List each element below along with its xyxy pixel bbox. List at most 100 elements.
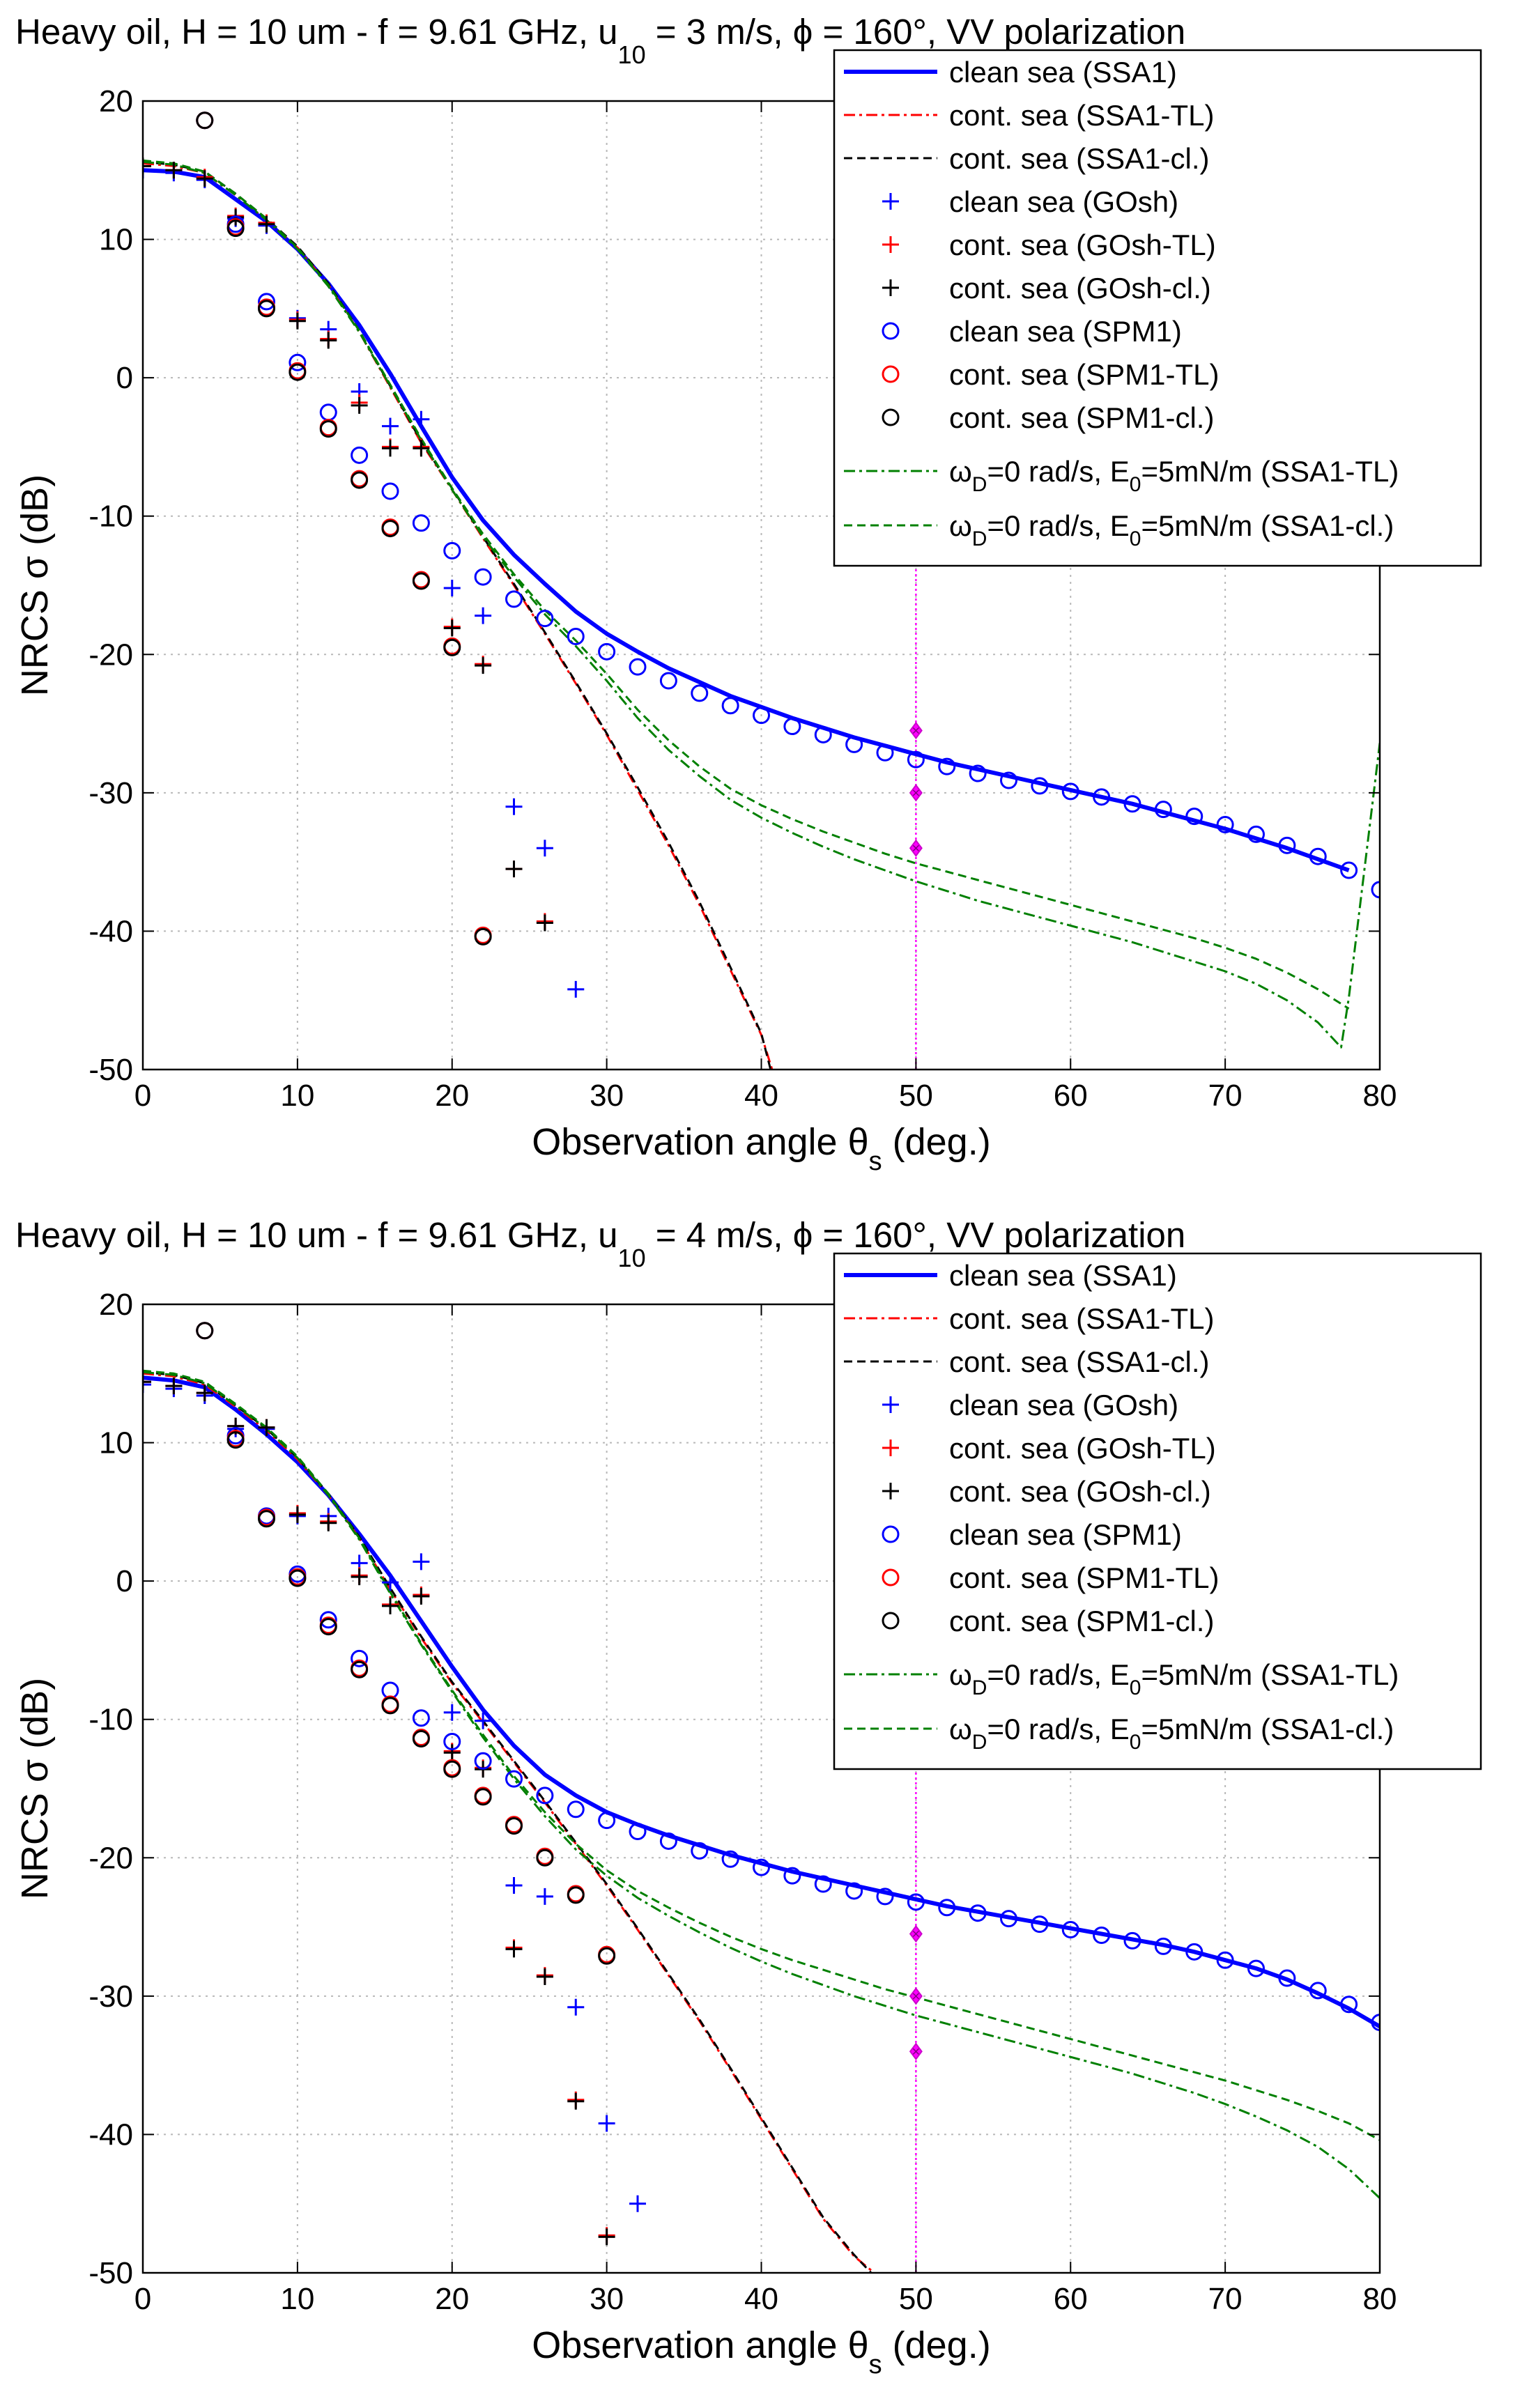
legend-label: ωD=0 rad/s, E0=5mN/m (SSA1-TL) bbox=[949, 455, 1399, 496]
marker-gosh bbox=[536, 840, 553, 857]
marker-gosh bbox=[382, 417, 399, 435]
y-tick-label: -10 bbox=[89, 1703, 133, 1737]
y-tick-label: 10 bbox=[99, 223, 133, 257]
marker-spm1 bbox=[443, 1732, 461, 1750]
marker-goshcl bbox=[598, 2228, 615, 2246]
marker-goshcl bbox=[258, 215, 275, 233]
marker-spm1 bbox=[289, 353, 307, 371]
legend-entry-ssa1: clean sea (SSA1) bbox=[844, 56, 1177, 88]
marker-spm1cl bbox=[536, 1849, 554, 1867]
marker-spm1 bbox=[753, 707, 770, 725]
title-rest: = 4 m/s, ϕ = 160°, VV polarization bbox=[646, 1215, 1186, 1255]
marker-gosh bbox=[505, 798, 523, 815]
legend-label-mid: =0 rad/s, E bbox=[987, 1658, 1129, 1691]
marker-goshcl bbox=[536, 1968, 553, 1986]
marker-gosh bbox=[413, 1553, 430, 1570]
marker-spm1 bbox=[1061, 1921, 1079, 1939]
marker-goshcl bbox=[443, 1744, 461, 1761]
legend-swatch-marker bbox=[882, 1440, 899, 1456]
marker-spm1cl bbox=[258, 1510, 275, 1528]
x-axis-label-subscript: s bbox=[869, 2350, 882, 2379]
series-spm1 bbox=[196, 111, 1380, 899]
marker-goshcl bbox=[382, 440, 399, 457]
marker-spm1 bbox=[721, 697, 739, 715]
marker-spm1 bbox=[1123, 1931, 1141, 1950]
legend-label: cont. sea (SPM1-cl.) bbox=[949, 401, 1214, 434]
legend-label: cont. sea (GOsh-TL) bbox=[949, 1432, 1216, 1465]
marker-spm1cl bbox=[351, 1660, 369, 1678]
series-spm1cl bbox=[196, 1322, 616, 1965]
marker-goshcl bbox=[351, 396, 368, 414]
marker-goshcl bbox=[413, 440, 430, 457]
y-tick-label: 0 bbox=[116, 1564, 133, 1598]
magenta-marker-cross bbox=[912, 2048, 919, 2055]
marker-spm1 bbox=[691, 1842, 709, 1860]
x-tick-label: 0 bbox=[134, 2282, 151, 2316]
chart-title: Heavy oil, H = 10 um - f = 9.61 GHz, u10… bbox=[15, 12, 1185, 69]
x-axis-label: Observation angle θs (deg.) bbox=[532, 1121, 990, 1176]
marker-spm1 bbox=[567, 627, 585, 645]
y-tick-label: 10 bbox=[99, 1426, 133, 1460]
marker-spm1 bbox=[1309, 1982, 1327, 2000]
legend-label: cont. sea (GOsh-cl.) bbox=[949, 1475, 1211, 1508]
title-main: Heavy oil, H = 10 um - f = 9.61 GHz, u bbox=[15, 12, 618, 52]
legend-label: ωD=0 rad/s, E0=5mN/m (SSA1-cl.) bbox=[949, 509, 1394, 550]
x-tick-label: 40 bbox=[744, 1079, 778, 1113]
magenta-marker-cross bbox=[912, 727, 919, 734]
legend-label-tail: =5mN/m (SSA1-TL) bbox=[1141, 1658, 1399, 1691]
magenta-marker-cross bbox=[912, 789, 919, 796]
marker-goshcl bbox=[505, 860, 523, 878]
legend-swatch-marker bbox=[882, 279, 899, 296]
x-tick-label: 80 bbox=[1363, 2282, 1397, 2316]
marker-spm1 bbox=[907, 750, 925, 769]
legend-label: clean sea (GOsh) bbox=[949, 185, 1178, 218]
legend-label: clean sea (SPM1) bbox=[949, 1518, 1182, 1551]
legend-label: cont. sea (GOsh-cl.) bbox=[949, 272, 1211, 304]
marker-spm1 bbox=[938, 757, 956, 775]
marker-spm1cl bbox=[412, 1730, 430, 1748]
y-axis-label: NRCS σ (dB) bbox=[14, 1678, 56, 1899]
legend-entry-omegacl: ωD=0 rad/s, E0=5mN/m (SSA1-cl.) bbox=[844, 509, 1394, 550]
marker-spm1 bbox=[1123, 795, 1141, 813]
legend-entry-ssa1cl: cont. sea (SSA1-cl.) bbox=[844, 1345, 1209, 1378]
marker-spm1 bbox=[753, 1858, 770, 1876]
marker-spm1cl bbox=[289, 363, 307, 381]
marker-spm1 bbox=[319, 1611, 337, 1629]
legend-entry-goshtl: cont. sea (GOsh-TL) bbox=[882, 1432, 1216, 1465]
marker-spm1 bbox=[629, 658, 647, 676]
marker-goshcl bbox=[196, 1384, 213, 1402]
marker-spm1 bbox=[1000, 771, 1017, 789]
marker-spm1 bbox=[721, 1850, 739, 1868]
marker-gosh bbox=[475, 607, 492, 624]
legend-label-tail: =5mN/m (SSA1-cl.) bbox=[1141, 509, 1394, 542]
marker-spm1 bbox=[412, 514, 430, 532]
marker-gosh bbox=[413, 410, 430, 428]
legend-entry-spm1tl: cont. sea (SPM1-TL) bbox=[882, 358, 1219, 391]
legend-label-omega: ω bbox=[949, 455, 972, 488]
marker-goshcl bbox=[289, 312, 306, 330]
marker-spm1cl bbox=[474, 1788, 492, 1806]
marker-spm1 bbox=[412, 1709, 430, 1727]
legend-label: cont. sea (SSA1-TL) bbox=[949, 99, 1214, 132]
legend-label-sub1: D bbox=[972, 527, 987, 550]
series-group bbox=[143, 111, 1380, 1070]
x-tick-label: 40 bbox=[744, 2282, 778, 2316]
marker-spm1cl bbox=[505, 1817, 523, 1835]
marker-spm1cl bbox=[598, 1947, 616, 1965]
title-subscript: 10 bbox=[618, 1244, 646, 1272]
marker-spm1cl bbox=[474, 927, 492, 946]
legend-entry-spm1: clean sea (SPM1) bbox=[882, 1518, 1182, 1551]
marker-gosh bbox=[536, 1888, 553, 1905]
x-axis-label-main: Observation angle θ bbox=[532, 2324, 868, 2366]
marker-gosh bbox=[382, 1574, 399, 1591]
marker-gosh bbox=[443, 579, 461, 596]
marker-goshcl bbox=[443, 619, 461, 637]
marker-spm1cl bbox=[443, 1760, 461, 1778]
legend-label: clean sea (SSA1) bbox=[949, 1259, 1177, 1292]
marker-spm1 bbox=[969, 1904, 987, 1922]
legend-label-omega: ω bbox=[949, 509, 972, 542]
legend-label: cont. sea (GOsh-TL) bbox=[949, 229, 1216, 261]
legend-label-sub1: D bbox=[972, 473, 987, 496]
marker-spm1 bbox=[783, 1867, 801, 1885]
series-line-omegacl bbox=[143, 159, 1350, 1010]
